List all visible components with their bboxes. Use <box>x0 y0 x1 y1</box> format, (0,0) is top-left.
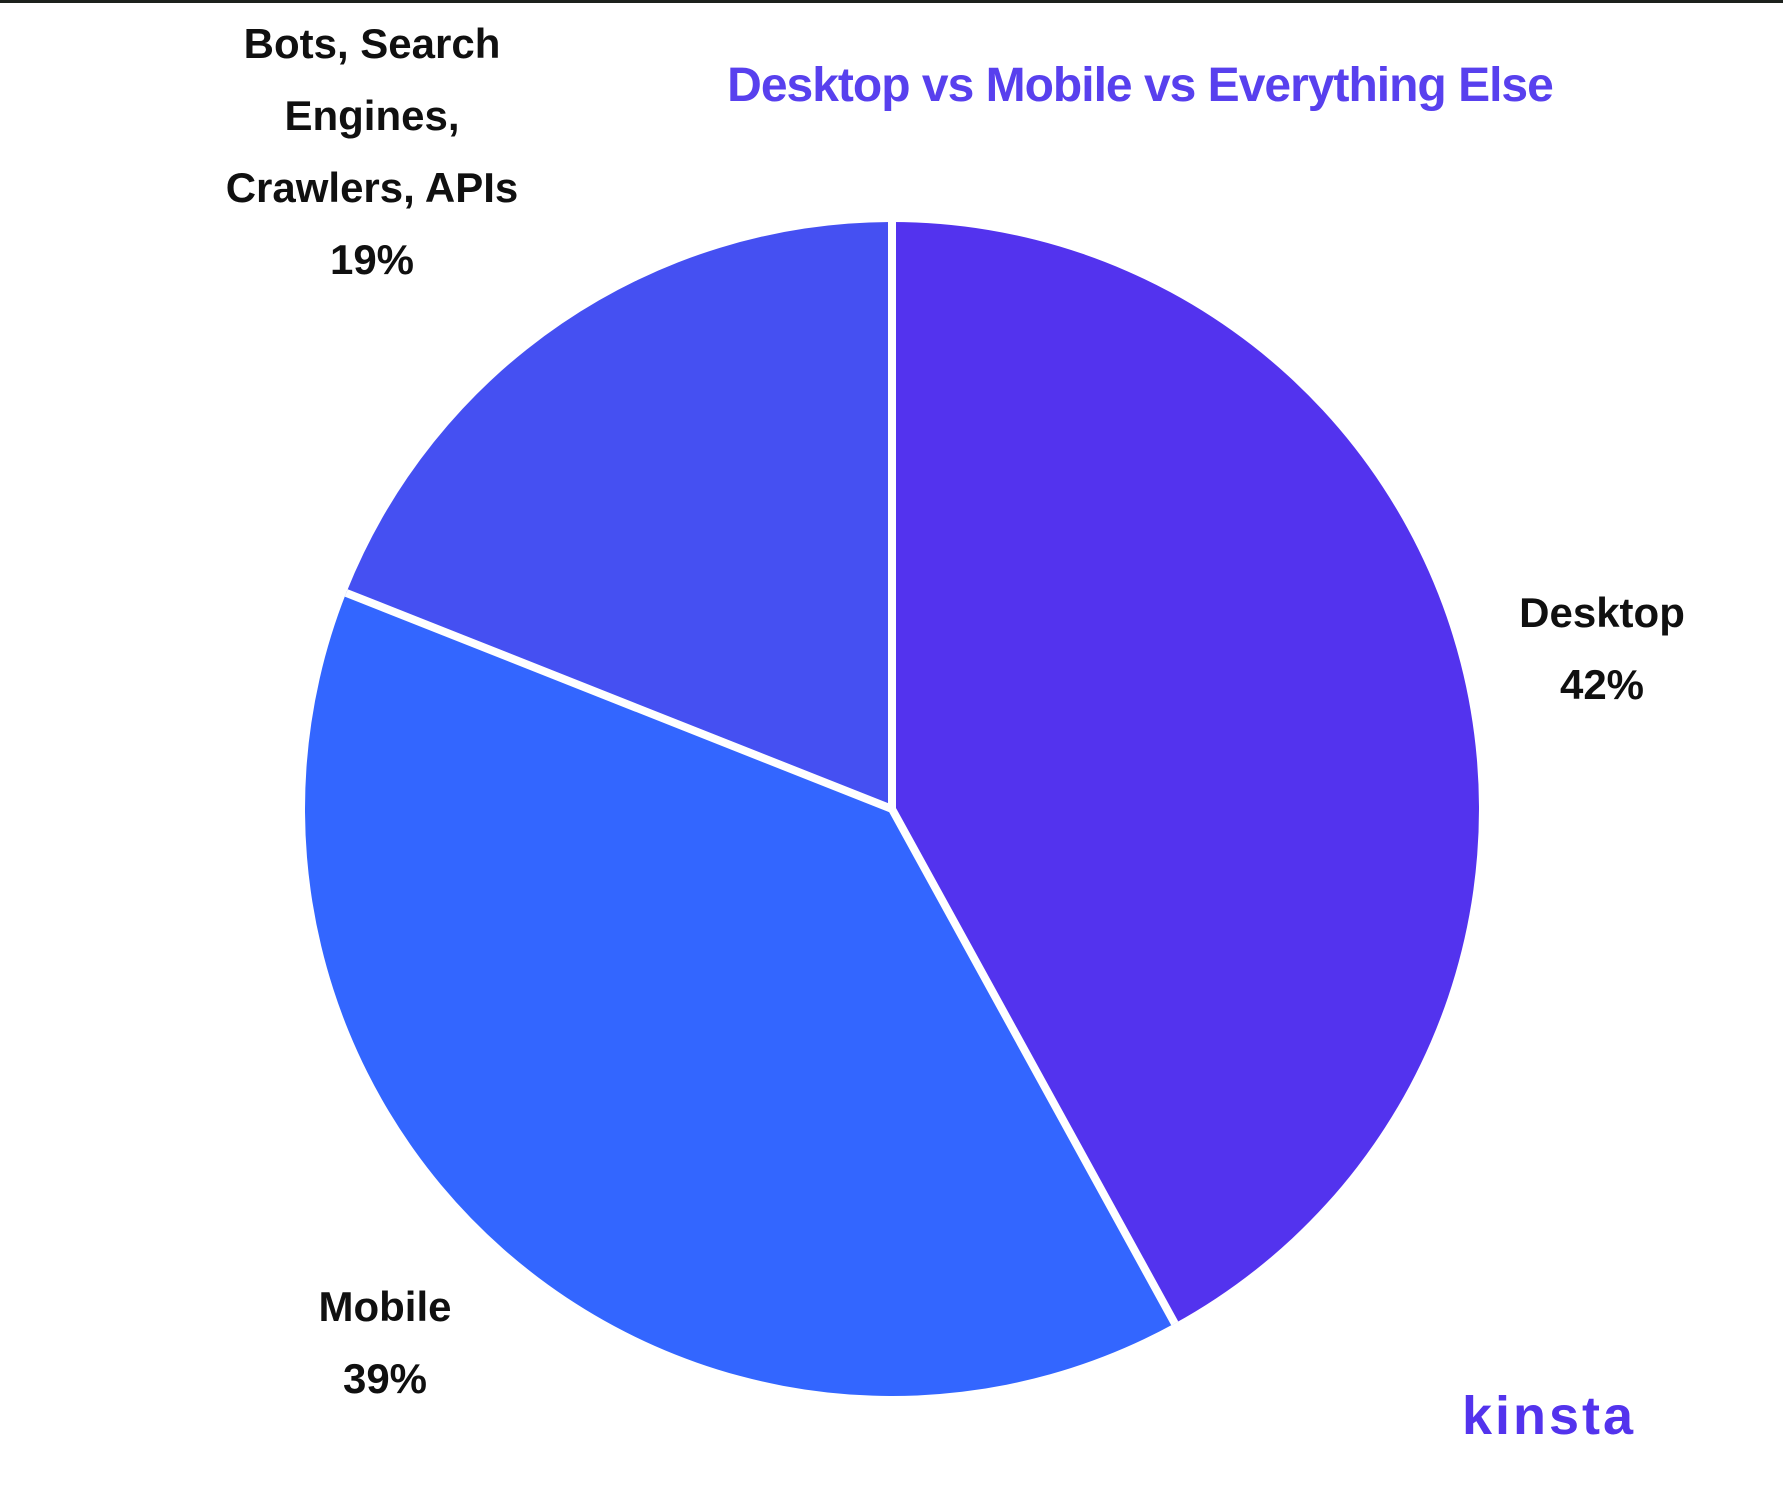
pie-label-line: Mobile <box>318 1283 452 1330</box>
pie-label-value: 19% <box>329 236 415 283</box>
pie-slice-bots <box>346 222 892 809</box>
pie-label-line: Crawlers, APIs <box>225 164 519 211</box>
pie-label-desktop: Desktop 42% <box>1519 577 1685 721</box>
pie-label-line: Engines, <box>284 92 460 139</box>
pie-label-line: Desktop <box>1519 589 1685 636</box>
pie-slice-separator <box>344 589 894 813</box>
pie-label-value: 39% <box>342 1355 428 1402</box>
top-border-line <box>0 0 1783 3</box>
pie-slice-mobile <box>305 592 1175 1396</box>
pie-chart-svg <box>305 222 1479 1396</box>
pie-label-mobile: Mobile 39% <box>319 1271 452 1415</box>
pie-chart <box>292 209 1492 1409</box>
pie-label-line: Bots, Search <box>243 20 501 67</box>
pie-label-bots: Bots, Search Engines, Crawlers, APIs 19% <box>226 8 519 296</box>
chart-title: Desktop vs Mobile vs Everything Else <box>727 59 1554 112</box>
pie-slice-desktop <box>892 222 1479 1324</box>
pie-slice-separator <box>888 807 1179 1326</box>
kinsta-logo: kinsta <box>1462 1386 1637 1446</box>
pie-label-value: 42% <box>1559 661 1645 708</box>
